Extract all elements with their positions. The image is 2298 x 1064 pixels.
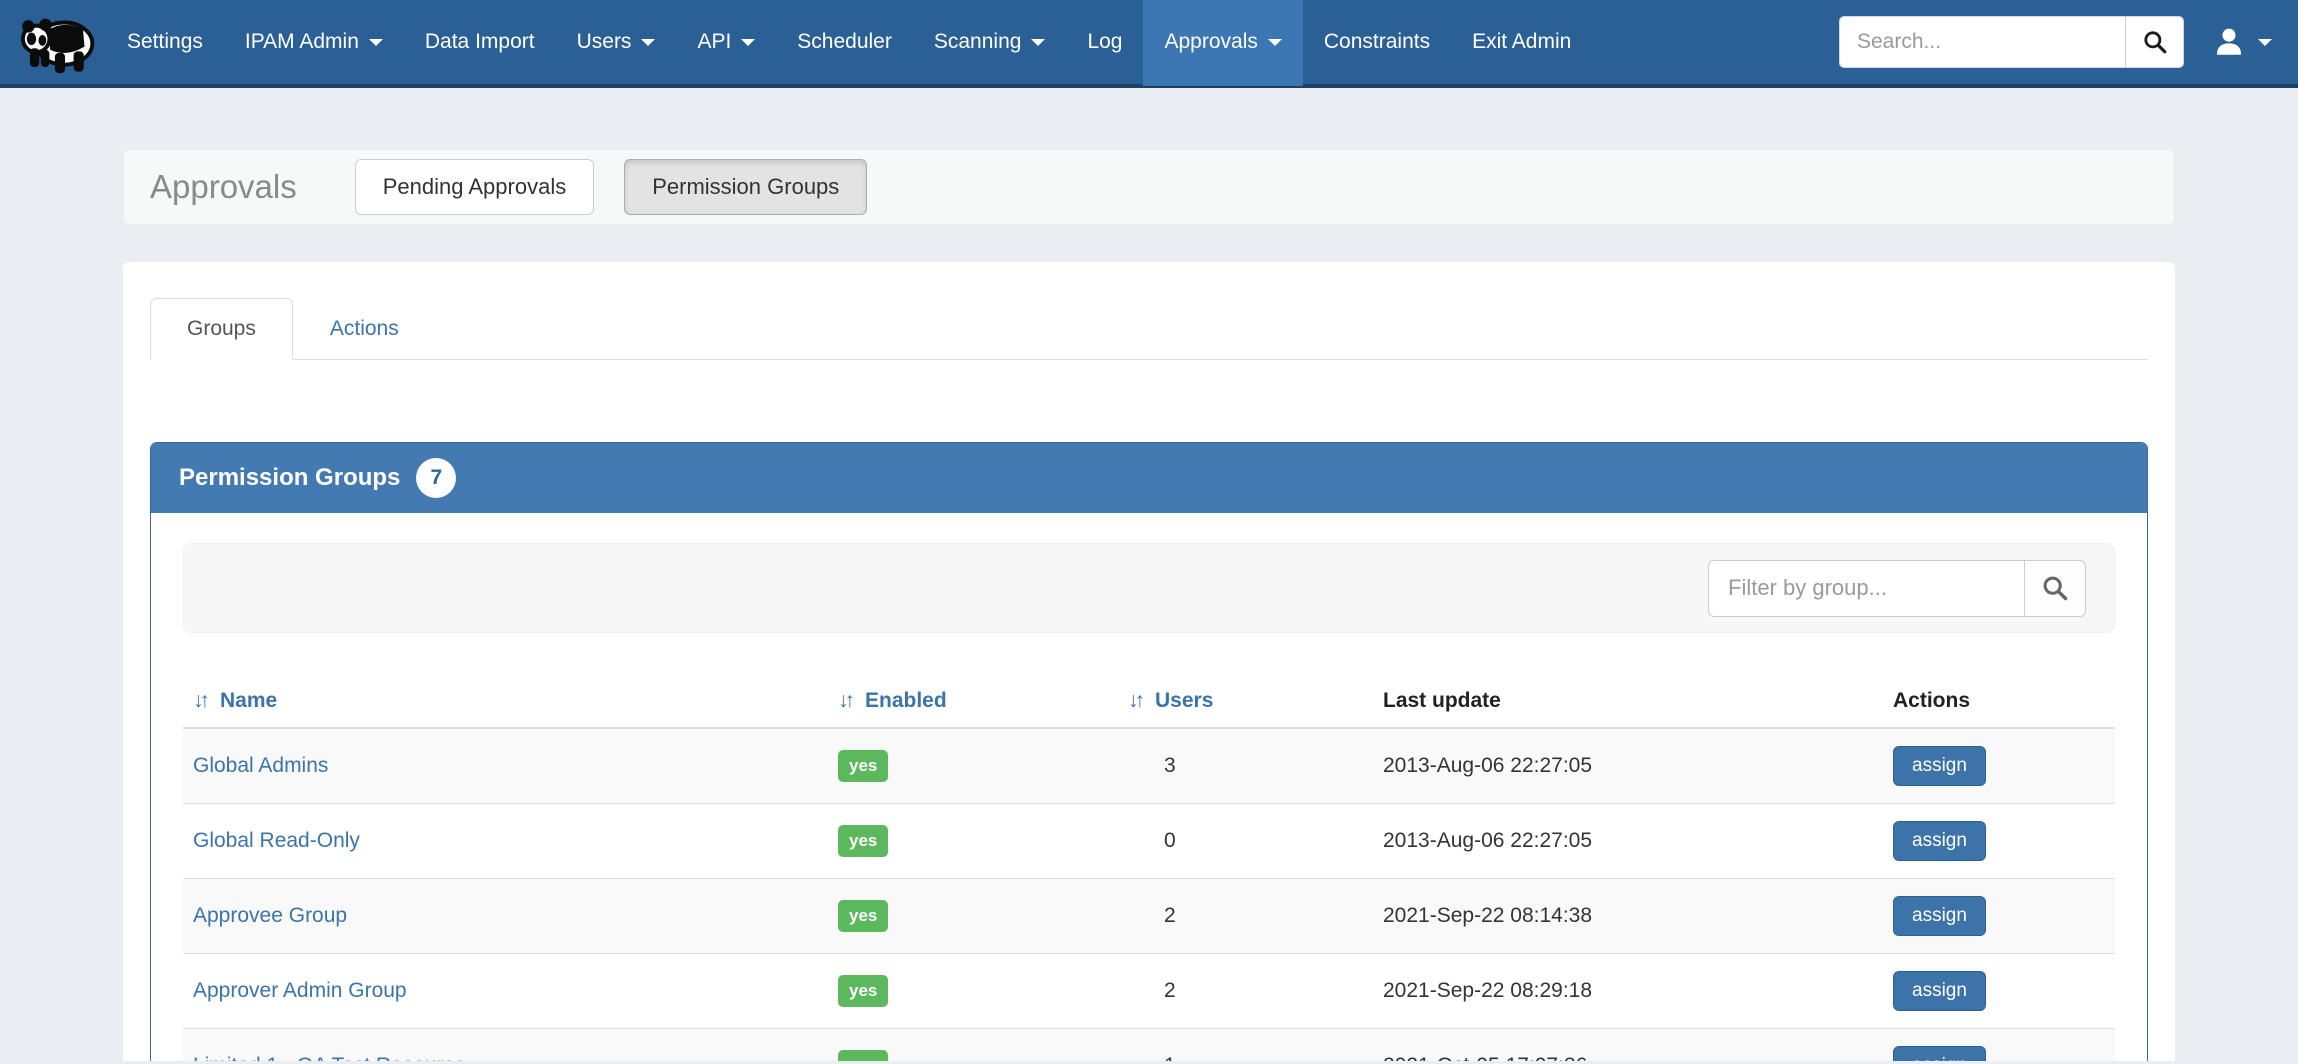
panel-title: Permission Groups (179, 464, 401, 491)
nav-item-approvals[interactable]: Approvals (1143, 0, 1303, 86)
main-content-panel: Groups Actions Permission Groups 7 (123, 262, 2175, 1061)
nav-item-label: Approvals (1164, 30, 1258, 53)
caret-down-icon (1267, 38, 1282, 46)
sort-icon: ↓↑ (193, 689, 210, 712)
nav-item-label: Log (1087, 30, 1123, 53)
last-update: 2021-Sep-22 08:14:38 (1383, 904, 1593, 927)
search-icon (2143, 31, 2166, 54)
caret-down-icon (1031, 38, 1046, 46)
permission-groups-panel: Permission Groups 7 (150, 442, 2148, 1061)
table-row: Global Admins yes 3 2013-Aug-06 22:27:05… (183, 728, 2115, 804)
group-name-link[interactable]: Approver Admin Group (193, 979, 407, 1002)
top-navbar: Settings IPAM Admin Data Import Users AP… (0, 0, 2298, 88)
search-input[interactable] (1840, 17, 2125, 67)
assign-button[interactable]: assign (1893, 821, 1986, 861)
nav-item-label: Data Import (424, 30, 535, 53)
nav-item-users[interactable]: Users (556, 0, 677, 86)
last-update: 2021-Sep-22 08:29:18 (1383, 979, 1593, 1002)
nav-item-label: Settings (127, 30, 203, 53)
group-name-link[interactable]: Limited 1 - QA Test Resource (193, 1054, 466, 1061)
filter-group (1708, 559, 2086, 617)
permission-groups-button[interactable]: Permission Groups (624, 159, 868, 215)
nav-item-label: Scheduler (797, 30, 892, 53)
group-name-link[interactable]: Approvee Group (193, 904, 348, 927)
nav-item-label: API (697, 30, 732, 53)
panel-body: ↓↑Name ↓↑Enabled ↓↑Users Last update Act… (151, 513, 2147, 1061)
group-count-badge: 7 (416, 458, 457, 498)
tab-actions[interactable]: Actions (329, 317, 399, 340)
enabled-badge: yes (838, 750, 889, 782)
assign-button[interactable]: assign (1893, 971, 1986, 1011)
enabled-badge: yes (838, 900, 889, 932)
nav-item-label: IPAM Admin (244, 30, 359, 53)
table-row: Approver Admin Group yes 2 2021-Sep-22 0… (183, 954, 2115, 1029)
last-update: 2013-Aug-06 22:27:05 (1383, 829, 1593, 852)
column-header-last-update: Last update (1373, 675, 1883, 729)
tab-bar: Groups Actions (150, 298, 2148, 360)
nav-item-label: Users (576, 30, 632, 53)
page-header-strip: Approvals Pending Approvals Permission G… (123, 149, 2175, 225)
table-row: Approvee Group yes 2 2021-Sep-22 08:14:3… (183, 878, 2115, 954)
caret-down-icon (741, 38, 756, 46)
search-icon (2043, 576, 2068, 601)
phpipam-panda-logo-icon[interactable] (10, 6, 106, 78)
users-count: 2 (1164, 904, 1176, 927)
column-header-actions: Actions (1883, 675, 2115, 729)
column-header-enabled[interactable]: ↓↑ Enabled (828, 675, 1118, 729)
users-count: 3 (1164, 754, 1176, 777)
permission-groups-table: ↓↑ Name ↓↑ Enabled ↓↑ Users Last update Act… (183, 675, 2115, 1061)
enabled-badge: yes (838, 1050, 889, 1061)
table-header-row: ↓↑ Name ↓↑ Enabled ↓↑ Users Last update Act… (183, 675, 2115, 729)
nav-item-scheduler[interactable]: Scheduler (776, 0, 913, 86)
group-name-link[interactable]: Global Read-Only (193, 829, 360, 852)
search-button[interactable] (2125, 17, 2183, 67)
nav-item-ipam-admin[interactable]: IPAM Admin (224, 0, 404, 86)
pending-approvals-button[interactable]: Pending Approvals (354, 159, 595, 215)
navbar-right (1839, 16, 2272, 68)
sort-icon: ↓↑ (838, 689, 855, 712)
nav-item-log[interactable]: Log (1066, 0, 1143, 86)
global-search-group (1839, 16, 2184, 68)
filter-toolbar (183, 543, 2115, 633)
assign-button[interactable]: assign (1893, 1046, 1986, 1061)
caret-down-icon (368, 38, 383, 46)
filter-search-button[interactable] (2024, 559, 2086, 617)
enabled-badge: yes (838, 975, 889, 1007)
sort-icon: ↓↑ (1128, 689, 1145, 712)
nav-item-label: Exit Admin (1472, 30, 1572, 53)
assign-button[interactable]: assign (1893, 896, 1986, 936)
user-icon (2216, 28, 2242, 55)
nav-item-data-import[interactable]: Data Import (404, 0, 556, 86)
nav-item-label: Constraints (1323, 30, 1431, 53)
enabled-badge: yes (838, 825, 889, 857)
panel-header: Permission Groups 7 (151, 443, 2147, 513)
users-count: 2 (1164, 979, 1176, 1002)
page-title: Approvals (150, 168, 297, 205)
group-name-link[interactable]: Global Admins (193, 754, 329, 777)
nav-item-api[interactable]: API (676, 0, 776, 86)
users-count: 1 (1118, 1029, 1373, 1061)
nav-item-settings[interactable]: Settings (106, 0, 224, 86)
last-update: 2021-Oct-05 17:07:36 (1373, 1029, 1883, 1061)
nav-item-label: Scanning (933, 30, 1022, 53)
users-count: 0 (1164, 829, 1176, 852)
table-row: Global Read-Only yes 0 2013-Aug-06 22:27… (183, 804, 2115, 879)
last-update: 2013-Aug-06 22:27:05 (1383, 754, 1593, 777)
filter-input[interactable] (1708, 559, 2024, 617)
nav-item-scanning[interactable]: Scanning (913, 0, 1067, 86)
column-header-users[interactable]: ↓↑ Users (1118, 675, 1373, 729)
tab-groups[interactable]: Groups (150, 298, 293, 360)
table-row: Limited 1 - QA Test Resource yes 1 2021-… (183, 1028, 2115, 1061)
caret-down-icon (2258, 38, 2272, 46)
user-menu[interactable] (2212, 25, 2272, 59)
nav-item-constraints[interactable]: Constraints (1303, 0, 1451, 86)
caret-down-icon (641, 38, 656, 46)
assign-button[interactable]: assign (1893, 746, 1986, 786)
nav-item-exit-admin[interactable]: Exit Admin (1451, 0, 1592, 86)
column-header-name[interactable]: ↓↑ Name (183, 675, 828, 729)
